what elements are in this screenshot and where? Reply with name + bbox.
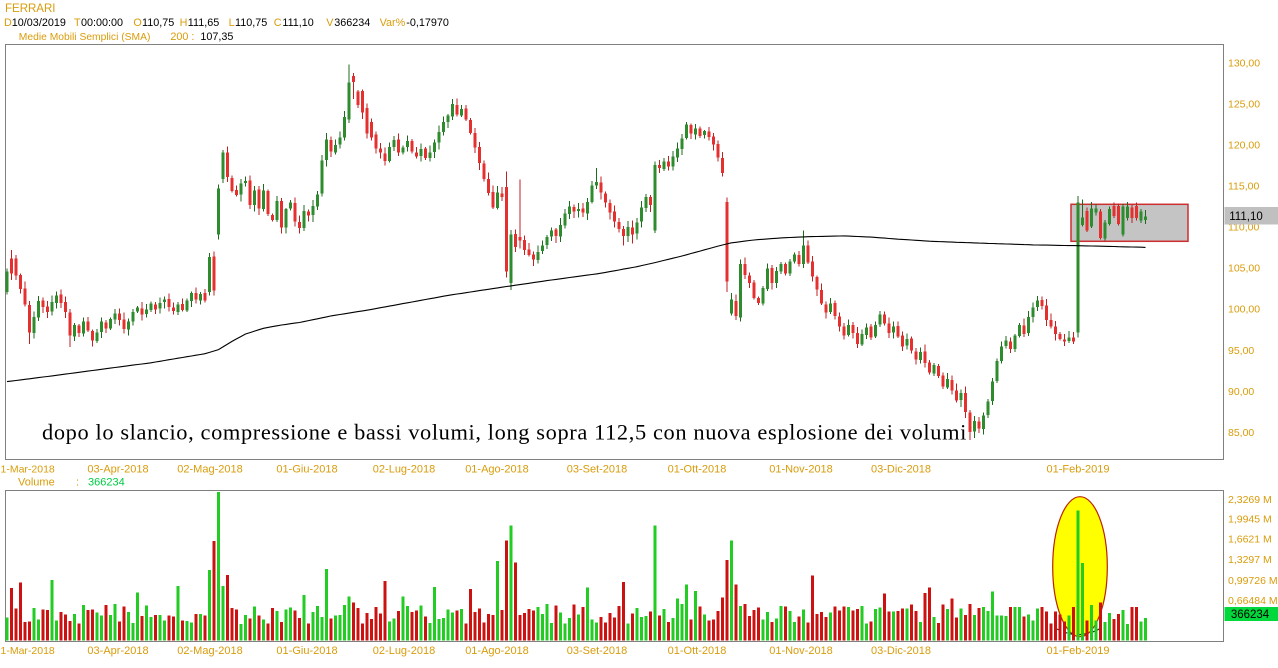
- svg-text:02-Lug-2018: 02-Lug-2018: [373, 464, 435, 476]
- svg-text:100,00: 100,00: [1228, 304, 1260, 316]
- svg-text:0,66484 M: 0,66484 M: [1228, 595, 1278, 607]
- svg-text:110,75: 110,75: [235, 17, 267, 29]
- svg-text:366234: 366234: [334, 17, 370, 29]
- svg-text:03-Set-2018: 03-Set-2018: [567, 645, 628, 657]
- svg-text:111,10: 111,10: [282, 17, 313, 29]
- svg-text:105,00: 105,00: [1228, 263, 1260, 275]
- svg-text:0,99726 M: 0,99726 M: [1228, 575, 1278, 587]
- svg-text:366234: 366234: [88, 477, 125, 489]
- svg-text:02-Lug-2018: 02-Lug-2018: [373, 645, 435, 657]
- svg-text:110,00: 110,00: [1228, 222, 1259, 234]
- svg-text::: :: [76, 477, 79, 489]
- svg-text:120,00: 120,00: [1228, 140, 1260, 152]
- svg-text:D: D: [4, 17, 12, 29]
- svg-text:O: O: [133, 17, 141, 29]
- svg-text:90,00: 90,00: [1228, 386, 1254, 398]
- svg-text:C: C: [274, 17, 282, 29]
- svg-text:2,3269 M: 2,3269 M: [1228, 494, 1272, 506]
- svg-text:200 :: 200 :: [170, 31, 194, 43]
- svg-text:01-Nov-2018: 01-Nov-2018: [769, 645, 833, 657]
- svg-text:115,00: 115,00: [1228, 181, 1259, 193]
- svg-text:01-Ott-2018: 01-Ott-2018: [668, 464, 727, 476]
- svg-text:01-Feb-2019: 01-Feb-2019: [1047, 464, 1110, 476]
- svg-text:1-Mar-2018: 1-Mar-2018: [1, 645, 55, 657]
- svg-text:1,9945 M: 1,9945 M: [1228, 514, 1272, 526]
- svg-text:1,3297 M: 1,3297 M: [1228, 554, 1272, 566]
- svg-text:00:00:00: 00:00:00: [81, 17, 123, 29]
- svg-text:-0,17970: -0,17970: [406, 17, 449, 29]
- svg-text:01-Ott-2018: 01-Ott-2018: [668, 645, 727, 657]
- svg-text:1,6621 M: 1,6621 M: [1228, 534, 1272, 546]
- svg-text:111,65: 111,65: [188, 17, 219, 29]
- svg-text:L: L: [229, 17, 235, 29]
- svg-text:02-Mag-2018: 02-Mag-2018: [177, 645, 242, 657]
- svg-text:V: V: [326, 17, 334, 29]
- svg-text:03-Apr-2018: 03-Apr-2018: [87, 645, 148, 657]
- svg-text:02-Mag-2018: 02-Mag-2018: [177, 464, 242, 476]
- svg-text:85,00: 85,00: [1228, 427, 1254, 439]
- svg-text:01-Feb-2019: 01-Feb-2019: [1047, 645, 1110, 657]
- svg-text:107,35: 107,35: [200, 31, 233, 43]
- svg-text:111,10: 111,10: [1229, 211, 1262, 223]
- svg-text:01-Nov-2018: 01-Nov-2018: [769, 464, 833, 476]
- svg-text:130,00: 130,00: [1228, 57, 1260, 69]
- svg-text:95,00: 95,00: [1228, 345, 1254, 357]
- svg-text:01-Ago-2018: 01-Ago-2018: [465, 645, 529, 657]
- svg-text:110,75: 110,75: [142, 17, 174, 29]
- svg-text:dopo lo slancio, compressione: dopo lo slancio, compressione e bassi vo…: [42, 420, 967, 445]
- svg-text:Volume: Volume: [18, 477, 55, 489]
- svg-text:03-Dic-2018: 03-Dic-2018: [871, 645, 931, 657]
- svg-text:01-Giu-2018: 01-Giu-2018: [276, 645, 337, 657]
- svg-text:01-Giu-2018: 01-Giu-2018: [276, 464, 337, 476]
- svg-text:03-Apr-2018: 03-Apr-2018: [87, 464, 148, 476]
- svg-text:03-Set-2018: 03-Set-2018: [567, 464, 628, 476]
- svg-text:10/03/2019: 10/03/2019: [12, 17, 66, 29]
- svg-text:FERRARI: FERRARI: [5, 3, 55, 15]
- svg-text:01-Ago-2018: 01-Ago-2018: [465, 464, 529, 476]
- svg-text:T: T: [74, 17, 81, 29]
- svg-text:H: H: [180, 17, 188, 29]
- svg-text:Var%: Var%: [380, 17, 406, 29]
- svg-text:125,00: 125,00: [1228, 98, 1260, 110]
- svg-text:366234: 366234: [1231, 609, 1270, 621]
- svg-text:03-Dic-2018: 03-Dic-2018: [871, 464, 931, 476]
- svg-text:Medie Mobili Semplici (SMA): Medie Mobili Semplici (SMA): [19, 32, 151, 43]
- svg-text:1-Mar-2018: 1-Mar-2018: [1, 464, 55, 476]
